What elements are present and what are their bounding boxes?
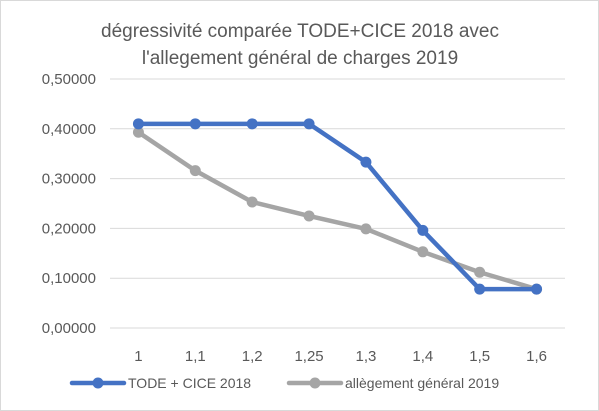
x-tick-label: 1,1	[185, 348, 206, 365]
x-tick-label: 1,25	[294, 348, 323, 365]
y-axis-tick-labels: 0,00000 0,10000 0,20000 0,30000 0,40000 0,500…	[42, 71, 96, 337]
y-tick-label: 0,20000	[42, 220, 96, 237]
series-1	[132, 126, 543, 295]
data-point	[303, 210, 315, 222]
y-tick-label: 0,00000	[42, 320, 96, 337]
series-0	[132, 118, 543, 295]
y-tick-label: 0,30000	[42, 171, 96, 188]
data-point	[189, 165, 201, 177]
series-line	[136, 130, 539, 292]
legend-label: allègement général 2019	[345, 375, 499, 391]
data-point	[474, 283, 486, 295]
x-tick-label: 1,5	[469, 348, 490, 365]
x-tick-label: 1,6	[526, 348, 547, 365]
data-point	[303, 118, 315, 130]
y-tick-label: 0,40000	[42, 121, 96, 138]
data-point	[132, 118, 144, 130]
series-line	[136, 121, 539, 292]
data-point	[132, 126, 144, 138]
data-point	[474, 266, 486, 278]
chart-title-line-2: l'allegement général de charges 2019	[142, 48, 458, 69]
x-tick-label: 1,2	[242, 348, 263, 365]
chart-title-line-1: dégressivité comparée TODE+CICE 2018 ave…	[101, 21, 499, 42]
data-point	[417, 246, 429, 258]
data-point	[246, 196, 258, 208]
gridlines	[110, 78, 565, 329]
series-lines	[132, 118, 543, 295]
legend-marker	[309, 377, 321, 389]
y-tick-label: 0,50000	[42, 71, 96, 88]
data-point	[189, 118, 201, 130]
legend: TODE + CICE 2018 allègement général 2019	[69, 375, 499, 391]
x-tick-label: 1,4	[412, 348, 433, 365]
data-point	[531, 283, 543, 295]
chart-title: dégressivité comparée TODE+CICE 2018 ave…	[101, 21, 499, 69]
data-point	[360, 223, 372, 235]
x-axis-tick-labels: 1 1,1 1,2 1,25 1,3 1,4 1,5 1,6	[134, 348, 547, 365]
legend-marker	[92, 377, 104, 389]
legend-item-0: TODE + CICE 2018	[69, 375, 251, 391]
y-tick-label: 0,10000	[42, 270, 96, 287]
data-point	[360, 156, 372, 168]
data-point	[417, 224, 429, 236]
legend-label: TODE + CICE 2018	[128, 375, 251, 391]
legend-item-1: allègement général 2019	[286, 375, 499, 391]
data-point	[246, 118, 258, 130]
x-tick-label: 1	[134, 348, 142, 365]
x-tick-label: 1,3	[356, 348, 377, 365]
